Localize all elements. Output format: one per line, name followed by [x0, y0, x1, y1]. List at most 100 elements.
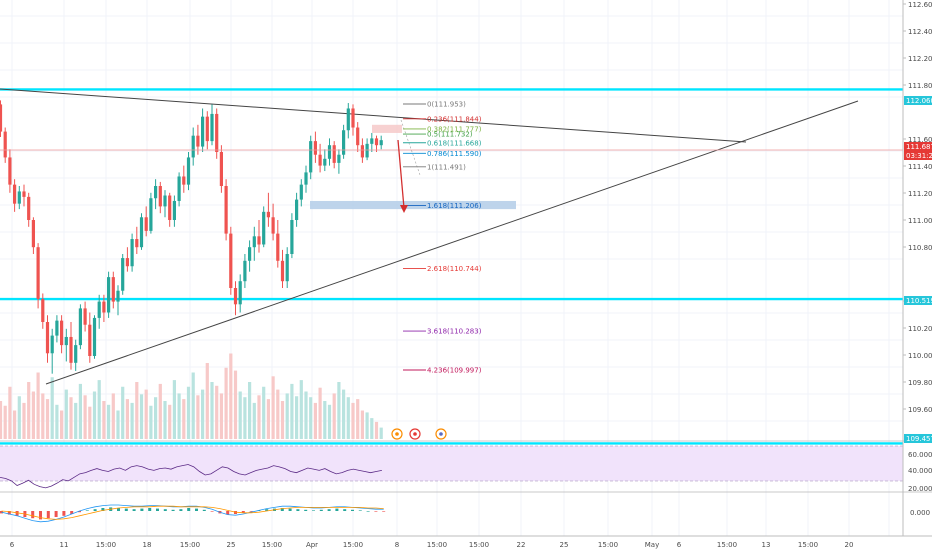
macd-hist-bar: [358, 510, 362, 511]
volume-bar: [22, 402, 26, 439]
volume-bar: [111, 393, 115, 439]
macd-hist-bar: [171, 509, 175, 511]
volume-bar: [327, 404, 332, 439]
macd-hist-bar: [7, 511, 11, 515]
volume-bar: [360, 410, 364, 439]
candle-body: [360, 145, 364, 158]
volume-bar: [177, 393, 181, 439]
candle-body: [31, 220, 35, 248]
candle-body: [233, 288, 238, 305]
volume-bar: [233, 370, 238, 439]
volume-bar: [295, 396, 299, 439]
macd-axis: 0.000: [910, 509, 930, 517]
time-tick-label: 15:00: [262, 541, 282, 549]
macd-hist-bar: [140, 508, 144, 511]
volume-bar: [266, 399, 270, 439]
time-tick-label: 22: [517, 541, 526, 549]
volume-bar: [186, 386, 191, 439]
candle-body: [205, 116, 209, 142]
fib-label-3: 0.5(111.732): [427, 131, 473, 139]
horizontal-levels[interactable]: [0, 88, 903, 445]
volume-bar: [337, 382, 341, 439]
candle-body: [332, 145, 336, 163]
fib-extension-tool[interactable]: 0(111.953)0.236(111.844)0.382(111.777)0.…: [400, 100, 482, 375]
volume-bar: [69, 397, 73, 439]
volume-bar: [318, 387, 322, 439]
candle-body: [8, 157, 12, 185]
volume-bar: [243, 397, 247, 439]
volume-bar: [107, 404, 111, 439]
price-badge-label: 111.687: [906, 143, 932, 151]
candle-body: [0, 104, 3, 132]
candle-body: [163, 195, 167, 207]
volume-bar: [351, 402, 355, 439]
macd-hist-bar: [132, 509, 136, 511]
time-tick-label: 6: [10, 541, 15, 549]
candle-body: [121, 258, 125, 291]
time-tick-label: 15:00: [717, 541, 737, 549]
triangle-trendlines[interactable]: [0, 88, 859, 385]
price-tick-label: 110.200: [908, 325, 932, 333]
volume-bar: [17, 396, 21, 439]
price-tick-label: 112.600: [908, 1, 932, 9]
candle-body: [22, 191, 26, 197]
macd-hist-bar: [249, 511, 253, 512]
volume-bar: [92, 391, 97, 439]
candle-body: [252, 236, 256, 248]
volume-bar: [299, 380, 303, 439]
macd-hist-bar: [343, 509, 347, 511]
fib-label-6: 1(111.491): [427, 163, 466, 171]
volume-bar: [3, 405, 7, 439]
upper-trendline: [0, 88, 747, 143]
volume-bar: [332, 393, 336, 439]
candle-body: [130, 239, 134, 267]
volume-bar: [116, 410, 120, 439]
price-badge-bg: [904, 296, 932, 305]
time-axis[interactable]: 6 11 15:00 18 15:00 25 15:00 Apr 15:00 8 15:00 15:0…: [10, 541, 854, 549]
fib-label-1: 0.236(111.844): [427, 115, 482, 123]
volume-bar: [41, 393, 45, 439]
candle-body: [327, 145, 332, 159]
volume-bar: [323, 401, 327, 439]
candle-body: [342, 130, 346, 155]
candle-body: [351, 108, 355, 128]
macd-hist-bar: [265, 509, 269, 511]
candle-body: [149, 198, 153, 231]
volume-bar: [83, 395, 87, 439]
time-tick-label: May: [645, 541, 659, 549]
macd-hist-bar: [70, 511, 74, 514]
time-tick-label: 15:00: [343, 541, 363, 549]
volume-bar: [224, 367, 228, 439]
volume-bar: [0, 401, 3, 439]
candle-body: [276, 233, 280, 261]
volume-bar: [238, 391, 242, 439]
macd-hist-bar: [241, 511, 245, 513]
volume-bar: [78, 383, 82, 439]
macd-hist-bar: [195, 508, 198, 511]
macd-hist-bar: [374, 511, 378, 512]
candle-body: [182, 176, 186, 185]
rsi-line: [0, 464, 382, 489]
candle-body: [125, 258, 129, 267]
candle-body: [262, 211, 266, 245]
candle-body: [64, 336, 68, 346]
macd-hist-bar: [202, 509, 206, 511]
candle-body: [248, 247, 252, 261]
macd-hist-bar: [304, 509, 308, 511]
candle-body: [271, 217, 275, 234]
candle-body: [13, 184, 17, 204]
price-tick-label: 109.600: [908, 406, 932, 414]
price-badge-label: 03:31:26: [906, 152, 932, 160]
volume-bar: [88, 406, 92, 439]
event-icons[interactable]: [391, 428, 447, 440]
candle-body: [168, 195, 172, 220]
projection-arrow[interactable]: [397, 139, 408, 213]
macd-hist-bar: [85, 510, 89, 511]
time-tick-label: 6: [677, 541, 682, 549]
macd-hist-bar: [46, 511, 50, 519]
candle-body: [107, 277, 111, 313]
